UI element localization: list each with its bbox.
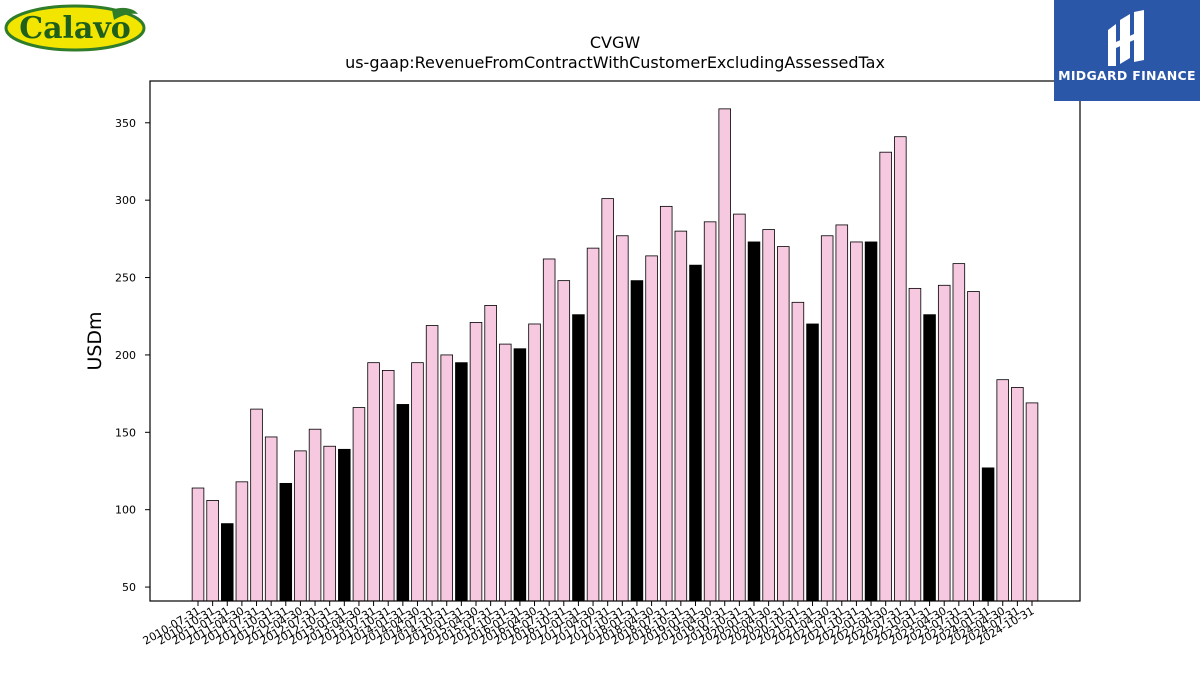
bar-2017-04-30 [586,247,600,602]
bar-2012-04-30 [294,450,307,602]
y-axis-label: USDm [84,311,106,370]
bar-2014-04-30 [411,362,424,602]
bar-2015-04-30 [469,322,483,602]
bar-2014-07-31 [425,325,439,602]
y-tick-label-150: 150 [115,426,136,439]
bar-2014-10-31 [440,354,453,602]
y-tick-label-350: 350 [115,117,136,130]
y-tick-label-200: 200 [115,349,136,362]
bar-2022-01-31 [864,241,878,602]
bar-2016-07-31 [542,258,556,602]
bar-2018-04-30 [645,255,658,602]
bar-2012-07-31 [308,428,322,602]
y-tick-label-100: 100 [115,504,136,517]
y-tick-label-250: 250 [115,272,136,285]
bar-2015-07-31 [484,304,497,602]
bar-2018-01-31 [630,280,644,602]
bar-2013-04-30 [352,407,366,602]
bar-2023-10-31 [967,291,980,602]
y-tick-label-300: 300 [115,194,136,207]
bar-2019-10-31 [733,213,746,602]
bar-2024-10-31 [1025,402,1039,602]
bar-2024-01-31 [981,467,995,602]
bar-2011-07-31 [250,408,263,602]
bar-2019-07-31 [718,108,731,602]
bar-2021-04-30 [820,235,834,602]
bar-2017-10-31 [616,235,629,602]
bar-2013-10-31 [381,369,395,602]
bar-2013-01-31 [338,448,351,602]
bar-2022-04-30 [879,151,892,602]
x-ticks-group: 2010-07-312010-10-312011-01-312011-04-30… [141,601,1037,648]
calavo-logo: Calavo [4,4,146,52]
bar-2011-10-31 [264,436,278,602]
bar-2023-01-31 [923,314,936,602]
midgard-finance-logo: MIDGARD FINANCE [1054,0,1200,101]
bar-2017-07-31 [601,198,614,602]
bar-2021-01-31 [806,323,819,602]
bar-2015-01-31 [455,362,468,602]
bar-2022-10-31 [908,287,922,602]
bar-2018-07-31 [659,205,673,602]
bar-2017-01-31 [572,314,585,602]
bar-2022-07-31 [894,136,907,602]
bar-2024-07-31 [1011,387,1024,602]
y-tick-label-50: 50 [122,581,136,594]
bar-2014-01-31 [396,404,410,602]
bar-2010-10-31 [206,499,219,602]
bar-2020-07-31 [777,246,790,602]
midgard-mark-icon [1108,10,1144,66]
bar-2013-07-31 [367,362,380,602]
bar-2020-01-31 [747,241,761,602]
chart-title: CVGW [590,33,641,52]
bar-2011-01-31 [221,523,234,602]
bar-2019-01-31 [689,264,702,602]
bar-2023-07-31 [952,263,966,602]
bar-2012-01-31 [279,482,293,602]
bars-group [191,108,1039,602]
bar-2024-04-30 [996,379,1009,602]
bar-2023-04-30 [937,284,951,602]
bar-2012-10-31 [323,445,336,602]
bar-2010-07-31 [191,487,205,602]
bar-2019-04-30 [703,221,717,602]
bar-2020-04-30 [762,229,775,602]
midgard-logo-text: MIDGARD FINANCE [1058,68,1196,83]
chart-subtitle: us-gaap:RevenueFromContractWithCustomerE… [345,53,885,72]
bar-2018-10-31 [674,230,688,602]
bar-2020-10-31 [791,301,805,602]
calavo-logo-text: Calavo [19,11,131,46]
bar-2021-07-31 [835,224,849,602]
bar-2016-04-30 [528,323,541,602]
plot-frame [149,80,1081,602]
bar-2016-01-31 [513,348,527,602]
bar-2011-04-30 [235,481,249,602]
y-ticks-group: 50 100 150 200 250 300 350 [115,117,150,594]
bar-2016-10-31 [557,280,571,602]
bar-2021-10-31 [850,241,863,602]
bar-2015-10-31 [499,343,512,602]
